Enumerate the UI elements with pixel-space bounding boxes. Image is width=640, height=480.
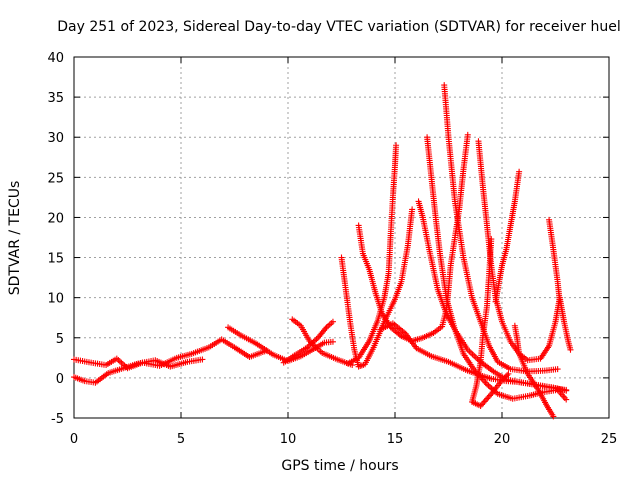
data-point [329,318,336,325]
data-point [499,377,505,384]
series-track-f [338,206,416,370]
data-point [199,356,206,363]
y-tick-label: -5 [51,412,64,427]
series-track-l [441,82,561,375]
data-point [501,374,508,381]
y-tick-label: 40 [47,51,64,66]
data-point [500,376,507,383]
x-axis-ticks: 0 5 10 15 20 25 [70,57,617,447]
plot-frame [73,56,610,419]
y-axis-ticks: -5 0 5 10 15 20 25 30 35 40 [47,51,609,427]
series-track-e [289,316,356,369]
x-tick-label: 15 [387,432,404,447]
x-tick-label: 5 [177,432,185,447]
series-track-m [475,138,574,364]
data-point [329,338,336,345]
data-point [393,142,400,149]
series-track-n [469,236,512,409]
data-point [563,387,570,394]
series-track-h [344,142,400,367]
chart-title: Day 251 of 2023, Sidereal Day-to-day VTE… [57,19,620,35]
data-point [554,366,561,373]
data-point [563,396,570,403]
data-point [409,206,416,213]
data-point [550,413,557,420]
series-track-c [225,324,336,365]
y-tick-label: 20 [47,211,64,226]
x-axis-label: GPS time / hours [281,458,398,474]
data-point [502,373,509,380]
data-point [567,346,574,353]
y-tick-label: 30 [47,131,64,146]
data-point [505,370,512,377]
x-tick-label: 25 [601,432,618,447]
data-point [492,298,499,305]
y-tick-label: 10 [47,292,64,307]
x-tick-label: 20 [494,432,511,447]
y-tick-label: 25 [47,171,64,186]
series-track-d [280,318,336,366]
series-track-b [71,356,206,386]
data-point [556,298,563,305]
data-marks [71,82,574,420]
data-point [504,372,511,379]
y-axis-label: SDTVAR / TECUs [7,181,23,296]
y-tick-label: 35 [47,91,64,106]
x-tick-label: 10 [280,432,297,447]
y-tick-label: 15 [47,252,64,267]
series-track-o [492,168,523,305]
series-track-p [511,322,557,420]
x-tick-label: 0 [70,432,78,447]
data-point [464,131,471,138]
y-tick-label: 0 [56,372,64,387]
series-track-q [546,216,563,305]
plot-border [73,56,610,419]
y-tick-label: 5 [56,332,64,347]
